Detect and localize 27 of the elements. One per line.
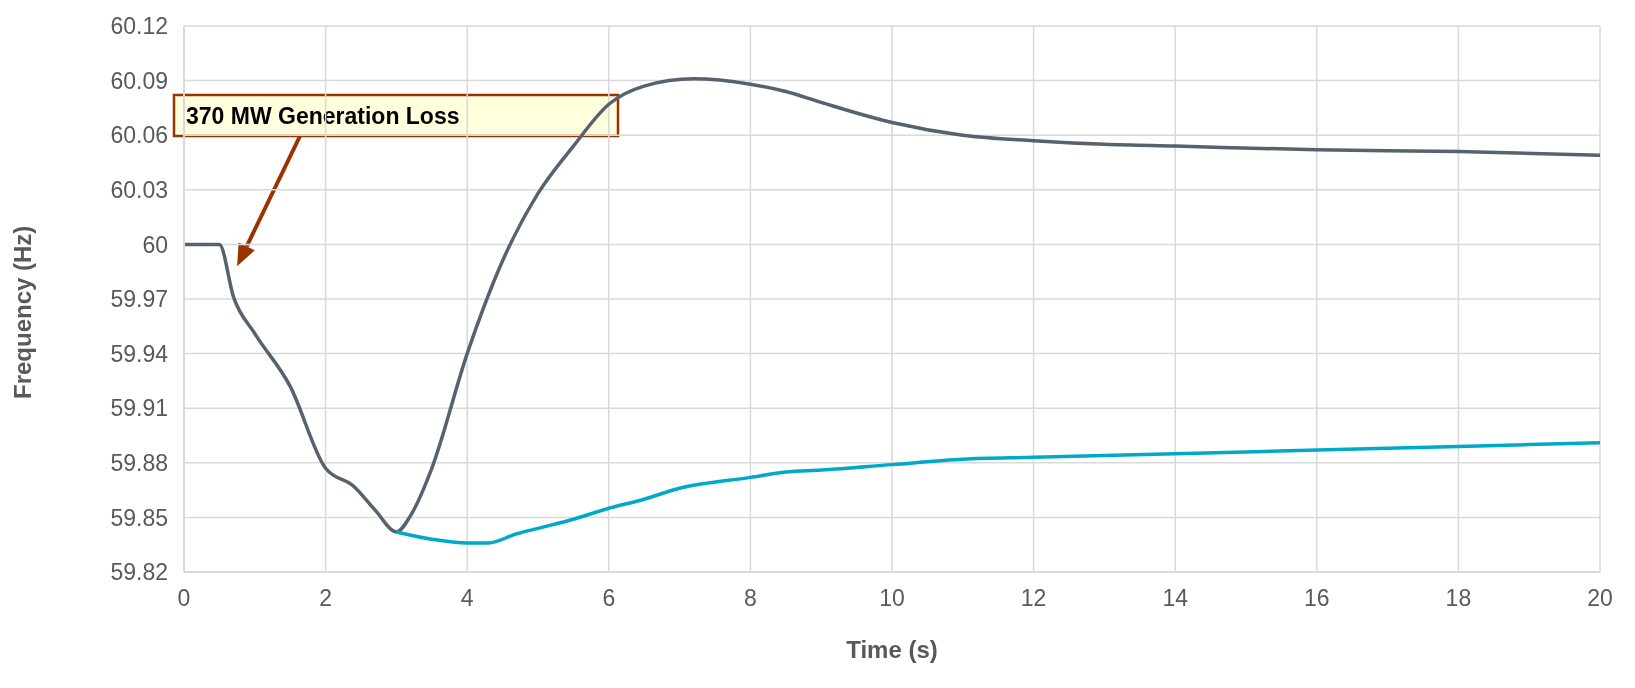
y-tick-label: 60.06 xyxy=(110,122,168,149)
y-tick-label: 60.12 xyxy=(110,13,168,40)
y-tick-label: 59.82 xyxy=(110,559,168,586)
x-tick-label: 14 xyxy=(1162,585,1189,612)
y-axis-title: Frequency (Hz) xyxy=(8,225,36,399)
x-tick-label: 6 xyxy=(602,585,616,612)
x-axis-title: Time (s) xyxy=(846,636,938,663)
y-tick-label: 59.88 xyxy=(110,449,168,476)
y-tick-label: 60.09 xyxy=(110,67,168,94)
x-tick-label: 4 xyxy=(460,585,474,612)
x-tick-label: 2 xyxy=(319,585,332,612)
y-tick-label: 60 xyxy=(142,231,168,258)
x-tick-label: 16 xyxy=(1304,585,1330,612)
x-tick-label: 8 xyxy=(744,585,757,612)
y-tick-label: 59.85 xyxy=(110,504,168,531)
line-series xyxy=(394,441,1600,545)
annotation: 370 MW Generation Loss xyxy=(186,102,460,129)
x-tick-label: 0 xyxy=(177,585,191,612)
y-tick-label: 60.03 xyxy=(110,176,168,203)
x-tick-label: 20 xyxy=(1587,585,1613,612)
line-series xyxy=(184,77,1600,534)
y-tick-label: 59.97 xyxy=(110,286,168,313)
x-tick-label: 10 xyxy=(879,585,905,612)
x-tick-label: 12 xyxy=(1020,585,1047,612)
x-tick-label: 18 xyxy=(1445,585,1472,612)
y-tick-label: 59.94 xyxy=(110,340,169,367)
y-tick-label: 59.91 xyxy=(110,395,168,422)
